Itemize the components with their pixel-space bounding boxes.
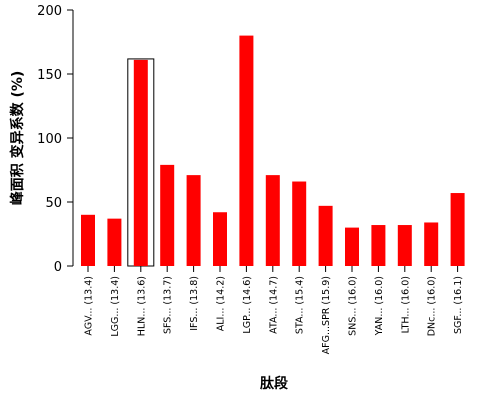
bar[interactable] xyxy=(239,35,254,266)
bar[interactable] xyxy=(371,225,386,266)
bar[interactable] xyxy=(424,222,439,266)
bar[interactable] xyxy=(265,175,280,266)
bar[interactable] xyxy=(292,181,307,266)
x-axis-category-labels: AGV... (13.4) LGG... (13.4) HLN... (13.6) S… xyxy=(84,276,465,354)
bar[interactable] xyxy=(133,59,148,266)
category-label: YAN... (16.0) xyxy=(374,276,385,336)
category-label: DNc... (16.0) xyxy=(427,276,438,336)
y-tick-label: 100 xyxy=(37,132,62,147)
category-label: AGV... (13.4) xyxy=(84,276,95,336)
y-tick-label: 0 xyxy=(54,260,62,275)
category-label: LTH... (16.0) xyxy=(400,276,411,333)
bar[interactable] xyxy=(81,214,95,266)
bars xyxy=(81,35,465,267)
bar[interactable] xyxy=(450,193,465,266)
category-label: IFS... (13.8) xyxy=(189,276,200,331)
category-label: AFG...SPR (15.9) xyxy=(321,276,332,354)
y-axis-title: 峰面积 变异系数 (%) xyxy=(9,71,26,206)
category-label: STA... (15.4) xyxy=(295,276,306,334)
y-tick-label: 200 xyxy=(37,4,62,19)
category-label: HLN... (13.6) xyxy=(136,276,147,336)
x-axis-title: 肽段 xyxy=(260,375,288,392)
y-tick-label: 150 xyxy=(37,68,62,83)
category-label: ATA... (14.7) xyxy=(268,276,279,334)
category-label: SNS... (16.0) xyxy=(348,276,359,336)
y-axis-ticks: 0 50 100 150 200 xyxy=(37,4,73,275)
category-label: LGG... (13.4) xyxy=(110,276,121,337)
bar[interactable] xyxy=(186,175,201,266)
category-label: SGF... (16.1) xyxy=(453,276,464,334)
bar[interactable] xyxy=(160,164,175,266)
category-label: LGP... (14.6) xyxy=(242,276,253,334)
bar[interactable] xyxy=(213,212,227,266)
bar[interactable] xyxy=(318,205,333,266)
category-label: SFS... (13.7) xyxy=(163,276,174,334)
bar[interactable] xyxy=(345,227,359,266)
bar[interactable] xyxy=(397,225,412,266)
bar[interactable] xyxy=(107,218,122,266)
category-label: ALI... (14.2) xyxy=(216,276,227,331)
x-axis-ticks xyxy=(87,266,459,272)
y-tick-label: 50 xyxy=(45,196,62,211)
